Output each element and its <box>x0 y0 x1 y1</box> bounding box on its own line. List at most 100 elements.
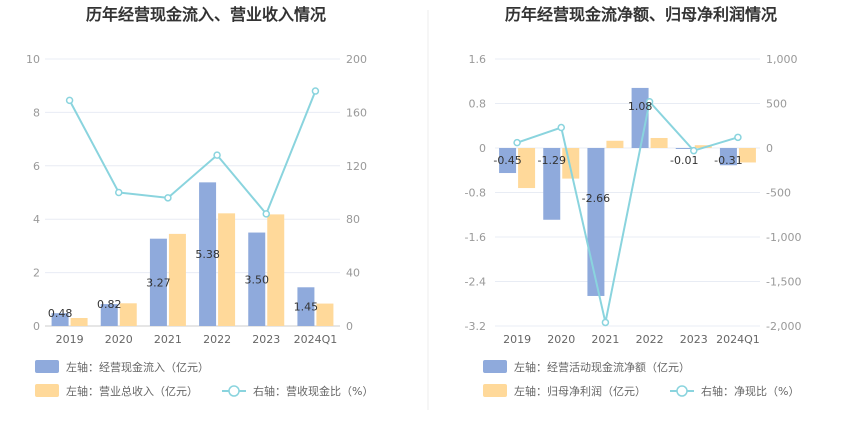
bar <box>499 148 517 174</box>
bar <box>51 313 69 326</box>
bar <box>248 232 266 326</box>
bar <box>100 304 118 326</box>
data-label: -0.45 <box>493 154 521 167</box>
right-axis-tick: 200 <box>346 53 367 66</box>
data-label: 0.82 <box>97 298 122 311</box>
left-axis-tick: 2 <box>33 267 40 280</box>
x-axis-tick: 2019 <box>56 333 84 346</box>
x-axis-tick: 2021 <box>154 333 182 346</box>
x-axis-tick: 2023 <box>680 333 708 346</box>
line-point <box>262 210 270 218</box>
legend-label: 左轴：经营现金流入（亿元） <box>66 360 209 374</box>
chart-title: 历年经营现金流净额、归母净利润情况 <box>505 5 777 24</box>
left-axis-tick: 1.6 <box>469 53 487 66</box>
left-axis-tick: 10 <box>26 53 40 66</box>
bar <box>562 148 580 179</box>
right-axis-tick: 0 <box>346 320 353 333</box>
left-axis-tick: -3.2 <box>465 320 486 333</box>
line-point <box>115 188 123 197</box>
bar <box>149 238 167 326</box>
legend-swatch <box>35 384 59 397</box>
right-axis-tick: -500 <box>766 187 791 200</box>
x-axis-tick: 2024Q1 <box>294 333 338 346</box>
data-label: -0.01 <box>670 154 698 167</box>
x-axis-tick: 2022 <box>203 333 231 346</box>
line-series <box>68 90 317 216</box>
bar <box>199 182 217 326</box>
left-axis-tick: 8 <box>33 106 40 119</box>
data-label: 0.48 <box>48 307 73 320</box>
bar <box>168 233 186 326</box>
left-axis-tick: 4 <box>33 213 40 226</box>
bar <box>606 140 624 148</box>
line-point <box>311 87 320 95</box>
right-axis-tick: 1,000 <box>766 53 798 66</box>
right-axis-tick: 160 <box>346 106 367 119</box>
left-axis-tick: -2.4 <box>465 276 486 289</box>
legend-label: 左轴：经营活动现金流净额（亿元） <box>514 360 690 374</box>
right-axis-tick: -1,000 <box>766 231 801 244</box>
legend-line-marker <box>676 385 688 397</box>
left-axis-tick: 0 <box>33 320 40 333</box>
bar <box>70 317 88 326</box>
data-label: -2.66 <box>582 192 610 205</box>
bar <box>297 287 315 326</box>
data-label: 1.08 <box>628 100 653 113</box>
right-axis-tick: 120 <box>346 160 367 173</box>
bar <box>218 213 236 326</box>
bar <box>119 303 137 326</box>
bar <box>316 303 334 326</box>
line-point <box>513 138 521 147</box>
left-axis-tick: 6 <box>33 160 40 173</box>
right-axis-tick: 500 <box>766 98 787 111</box>
line-point <box>164 194 172 202</box>
legend-label: 右轴：营收现金比（%） <box>253 384 373 398</box>
right-axis-tick: 0 <box>766 142 773 155</box>
x-axis-tick: 2021 <box>591 333 619 346</box>
bar <box>675 148 693 149</box>
bar <box>738 148 756 163</box>
bar <box>587 148 605 296</box>
legend-swatch <box>35 360 59 373</box>
right-axis-tick: -1,500 <box>766 276 801 289</box>
bar <box>694 145 712 148</box>
line-point <box>65 96 74 105</box>
legend-label: 左轴：营业总收入（亿元） <box>66 384 198 398</box>
bar <box>719 148 737 166</box>
right-axis-tick: 80 <box>346 213 360 226</box>
x-axis-tick: 2023 <box>252 333 280 346</box>
legend-swatch <box>483 360 507 373</box>
chart-title: 历年经营现金流入、营业收入情况 <box>86 5 326 24</box>
bar <box>267 214 285 326</box>
line-point <box>690 146 698 155</box>
x-axis-tick: 2020 <box>547 333 575 346</box>
legend-line-marker <box>228 385 240 397</box>
right-axis-tick: -2,000 <box>766 320 801 333</box>
x-axis-tick: 2024Q1 <box>716 333 760 346</box>
x-axis-tick: 2019 <box>503 333 531 346</box>
line-point <box>645 97 654 106</box>
bar <box>518 148 536 189</box>
x-axis-tick: 2020 <box>105 333 133 346</box>
data-label: 3.50 <box>245 273 270 286</box>
bar <box>543 148 561 220</box>
line-point <box>557 123 565 132</box>
left-axis-tick: 0 <box>479 142 486 155</box>
line-series <box>516 99 739 323</box>
left-axis-tick: -1.6 <box>465 231 486 244</box>
legend-swatch <box>483 384 507 397</box>
x-axis-tick: 2022 <box>636 333 664 346</box>
data-label: 3.27 <box>146 276 171 289</box>
data-label: -0.31 <box>714 154 742 167</box>
data-label: -1.29 <box>538 154 566 167</box>
line-point <box>601 318 610 327</box>
left-axis-tick: -0.8 <box>465 187 486 200</box>
bar <box>650 137 668 148</box>
line-point <box>734 133 742 142</box>
data-label: 5.38 <box>195 248 220 261</box>
data-label: 1.45 <box>294 301 319 314</box>
left-axis-tick: 0.8 <box>469 98 487 111</box>
legend-label: 左轴：归母净利润（亿元） <box>514 384 646 398</box>
right-axis-tick: 40 <box>346 267 360 280</box>
